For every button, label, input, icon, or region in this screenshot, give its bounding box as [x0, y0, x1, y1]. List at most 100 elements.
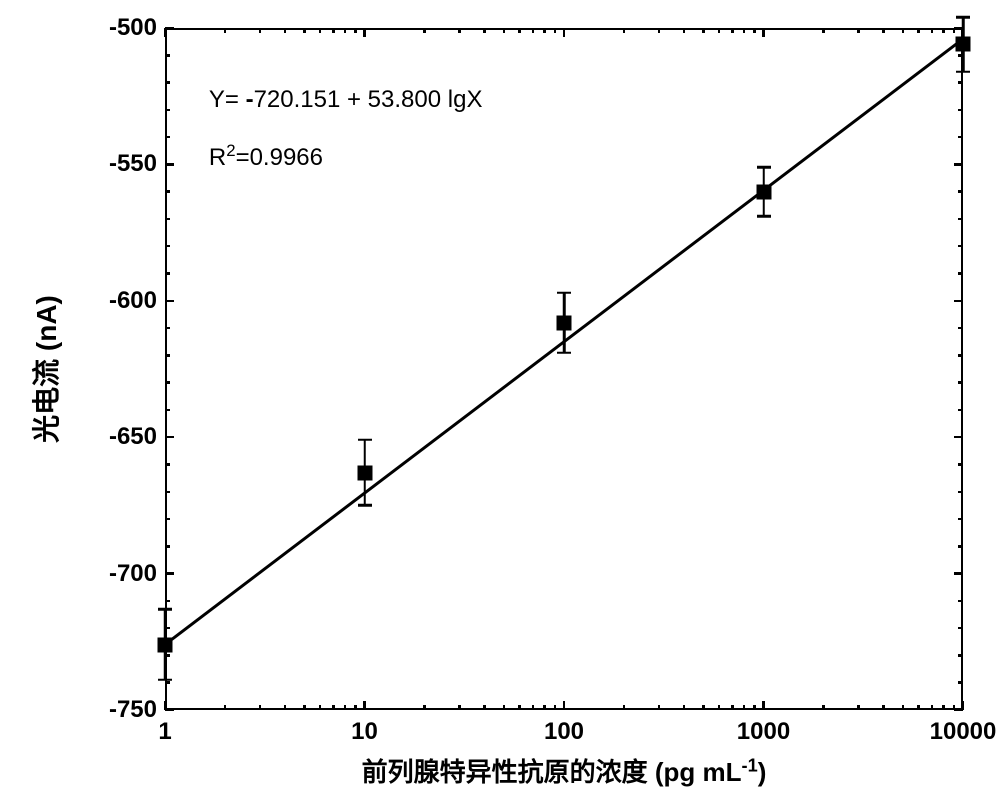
x-minor-tick-top — [284, 28, 287, 33]
x-minor-tick — [332, 705, 335, 710]
x-major-tick-top — [762, 28, 765, 37]
x-minor-tick-top — [344, 28, 347, 33]
data-marker — [756, 184, 771, 199]
x-minor-tick — [543, 705, 546, 710]
x-minor-tick-top — [902, 28, 905, 33]
y-tick-label: -750 — [109, 696, 157, 724]
x-minor-tick — [483, 705, 486, 710]
x-minor-tick-top — [743, 28, 746, 33]
x-minor-tick-top — [623, 28, 626, 33]
y-minor-tick-right — [958, 518, 963, 521]
y-minor-tick — [165, 245, 170, 248]
x-minor-tick-top — [554, 28, 557, 33]
x-minor-tick — [683, 705, 686, 710]
y-major-tick — [165, 300, 174, 303]
x-minor-tick — [623, 705, 626, 710]
y-minor-tick-right — [958, 545, 963, 548]
x-axis-label: 前列腺特异性抗原的浓度 (pg mL-1) — [362, 752, 767, 789]
x-minor-tick — [718, 705, 721, 710]
error-cap-bot — [757, 215, 771, 218]
y-minor-tick — [165, 600, 170, 603]
y-tick-label: -700 — [109, 560, 157, 588]
y-minor-tick — [165, 354, 170, 357]
y-minor-tick-right — [958, 381, 963, 384]
error-cap-top — [757, 166, 771, 169]
y-axis-label: 光电流 (nA) — [25, 295, 65, 443]
y-minor-tick — [165, 136, 170, 139]
x-minor-tick-top — [259, 28, 262, 33]
x-major-tick — [762, 701, 765, 710]
x-minor-tick — [902, 705, 905, 710]
error-cap-bot — [956, 70, 970, 73]
x-minor-tick — [753, 705, 756, 710]
x-minor-tick — [702, 705, 705, 710]
x-tick-label: 1 — [158, 718, 171, 746]
y-minor-tick — [165, 327, 170, 330]
x-minor-tick-top — [718, 28, 721, 33]
y-minor-tick — [165, 491, 170, 494]
x-minor-tick-top — [822, 28, 825, 33]
y-minor-tick-right — [958, 136, 963, 139]
x-minor-tick — [554, 705, 557, 710]
x-minor-tick-top — [658, 28, 661, 33]
x-minor-tick — [532, 705, 535, 710]
x-minor-tick-top — [753, 28, 756, 33]
error-cap-bot — [358, 504, 372, 507]
y-minor-tick — [165, 54, 170, 57]
data-marker — [357, 465, 372, 480]
y-minor-tick-right — [958, 681, 963, 684]
y-minor-tick-right — [958, 654, 963, 657]
y-major-tick — [165, 163, 174, 166]
y-major-tick-right — [954, 163, 963, 166]
y-minor-tick-right — [958, 218, 963, 221]
x-minor-tick — [822, 705, 825, 710]
x-minor-tick — [224, 705, 227, 710]
error-cap-top — [557, 291, 571, 294]
x-minor-tick — [743, 705, 746, 710]
y-major-tick — [165, 709, 174, 712]
x-minor-tick — [882, 705, 885, 710]
y-major-tick-right — [954, 572, 963, 575]
error-cap-top — [158, 608, 172, 611]
y-minor-tick — [165, 109, 170, 112]
y-axis-label-text: 光电流 (nA) — [31, 295, 62, 443]
x-tick-label: 10 — [351, 718, 378, 746]
y-minor-tick-right — [958, 327, 963, 330]
y-major-tick — [165, 436, 174, 439]
x-minor-tick — [942, 705, 945, 710]
x-tick-label: 1000 — [737, 718, 790, 746]
x-minor-tick — [423, 705, 426, 710]
x-minor-tick-top — [917, 28, 920, 33]
x-minor-tick-top — [303, 28, 306, 33]
y-tick-label: -500 — [109, 14, 157, 42]
y-tick-label: -650 — [109, 423, 157, 451]
x-tick-label: 100 — [544, 718, 584, 746]
x-minor-tick — [344, 705, 347, 710]
r2-head: R — [209, 144, 226, 171]
y-minor-tick-right — [958, 600, 963, 603]
y-major-tick-right — [954, 436, 963, 439]
y-minor-tick-right — [958, 245, 963, 248]
x-major-tick-top — [363, 28, 366, 37]
x-major-tick-top — [164, 28, 167, 37]
y-minor-tick — [165, 463, 170, 466]
x-axis-label-text: 前列腺特异性抗原的浓度 (pg mL — [362, 757, 742, 787]
x-minor-tick-top — [731, 28, 734, 33]
error-cap-bot — [158, 679, 172, 682]
y-minor-tick-right — [958, 354, 963, 357]
x-minor-tick-top — [319, 28, 322, 33]
error-cap-top — [956, 16, 970, 19]
y-minor-tick — [165, 381, 170, 384]
x-minor-tick-top — [354, 28, 357, 33]
eq-prefix: Y= — [209, 86, 246, 113]
x-minor-tick — [303, 705, 306, 710]
y-minor-tick — [165, 409, 170, 412]
x-minor-tick — [518, 705, 521, 710]
x-minor-tick — [259, 705, 262, 710]
y-minor-tick — [165, 81, 170, 84]
data-marker — [956, 37, 971, 52]
x-minor-tick-top — [532, 28, 535, 33]
x-minor-tick-top — [543, 28, 546, 33]
x-major-tick — [563, 701, 566, 710]
y-minor-tick-right — [958, 463, 963, 466]
